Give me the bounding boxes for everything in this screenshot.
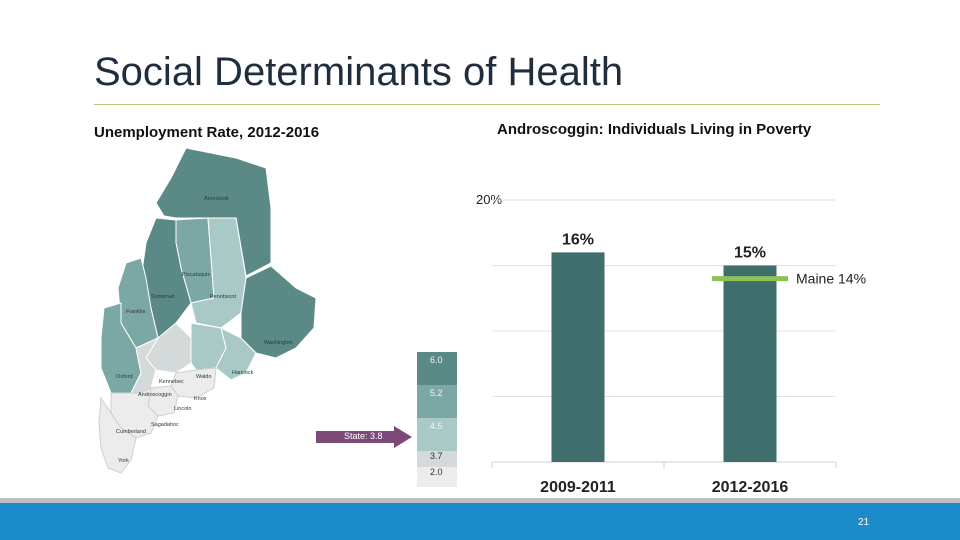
x-tick-label: 2012-2016 bbox=[712, 479, 789, 496]
county-washington bbox=[240, 265, 317, 359]
county-label: Piscataquis bbox=[182, 272, 210, 278]
page-number: 21 bbox=[858, 517, 870, 528]
county-label: Androscoggin bbox=[138, 392, 172, 398]
county-label: Aroostook bbox=[204, 196, 229, 202]
county-label: Hancock bbox=[232, 370, 254, 376]
state-average-arrow bbox=[316, 426, 412, 448]
county-label: Franklin bbox=[126, 309, 146, 315]
legend-value-low: 2.0 bbox=[417, 467, 457, 487]
county-label: Lincoln bbox=[174, 406, 191, 412]
footer-strip bbox=[0, 498, 960, 503]
legend-value-middle: 4.5 bbox=[417, 418, 457, 451]
y-axis-tick-label: 20% bbox=[476, 192, 502, 207]
chart-title: Androscoggin: Individuals Living in Pove… bbox=[497, 121, 812, 138]
x-tick-label: 2009-2011 bbox=[540, 479, 616, 496]
legend-value-high: 6.0 bbox=[417, 352, 457, 385]
slide-title: Social Determinants of Health bbox=[94, 50, 624, 94]
poverty-bar-chart: 20% 16% 2009-2011 15% 2012-2016 Maine 14% bbox=[476, 192, 866, 496]
map-title: Unemployment Rate, 2012-2016 bbox=[94, 124, 320, 141]
maine-reference-label: Maine 14% bbox=[796, 271, 866, 287]
county-label: Somerset bbox=[151, 294, 175, 300]
legend-value-upper: 5.2 bbox=[417, 385, 457, 418]
county-label: Knox bbox=[194, 396, 207, 402]
county-label: Sagadahoc bbox=[151, 422, 179, 428]
county-label: Cumberland bbox=[116, 429, 146, 435]
legend-value-lower: 3.7 bbox=[417, 451, 457, 467]
county-label: Oxford bbox=[116, 374, 133, 380]
bar-2012-2016 bbox=[723, 265, 777, 462]
county-label: Washington bbox=[264, 340, 293, 346]
county-label: Penobscot bbox=[210, 294, 236, 300]
county-york bbox=[98, 396, 137, 474]
bar-2009-2011 bbox=[551, 252, 605, 462]
county-label: Kennebec bbox=[159, 379, 184, 385]
map-legend: 6.0 5.2 4.5 3.7 2.0 bbox=[417, 352, 457, 487]
county-label: York bbox=[118, 458, 129, 464]
county-hancock bbox=[215, 327, 257, 381]
footer-bar bbox=[0, 503, 960, 540]
bar-data-label: 15% bbox=[734, 245, 766, 262]
maine-county-map: Aroostook Piscataquis Penobscot Somerset… bbox=[96, 148, 476, 488]
county-label: Waldo bbox=[196, 374, 211, 380]
title-divider bbox=[94, 104, 880, 105]
state-average-label: State: 3.8 bbox=[344, 431, 383, 441]
bar-data-label: 16% bbox=[562, 231, 594, 248]
